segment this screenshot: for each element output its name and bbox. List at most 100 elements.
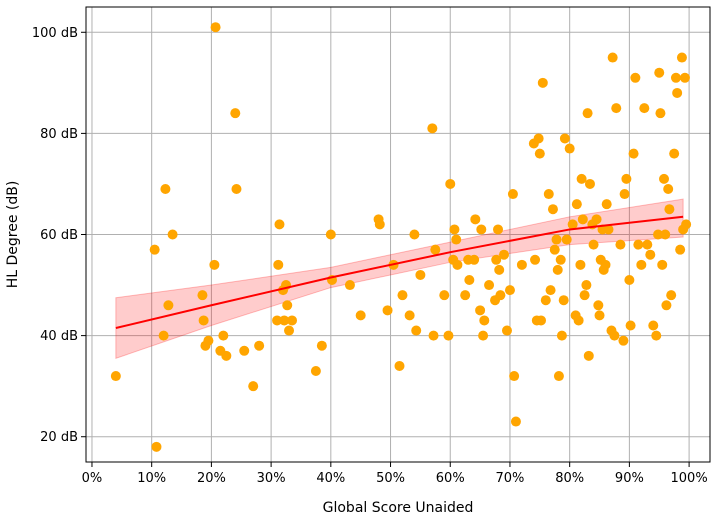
data-point	[567, 219, 578, 230]
data-point	[584, 178, 595, 189]
data-point	[579, 290, 590, 301]
x-tick-label: 100%	[671, 471, 708, 486]
data-point	[504, 285, 515, 296]
data-point	[657, 259, 668, 270]
data-point	[653, 229, 664, 240]
data-point	[460, 290, 471, 301]
y-axis-label: HL Degree (dB)	[5, 181, 21, 289]
data-point	[547, 204, 558, 215]
data-point	[445, 178, 456, 189]
regression-line-group	[115, 215, 684, 330]
data-point	[666, 290, 677, 301]
data-point	[491, 254, 502, 265]
data-point	[663, 184, 674, 194]
data-point	[470, 214, 481, 225]
y-axis-ticks: 20 dB 40 dB 60 dB 80 dB 100 dB	[32, 26, 86, 445]
data-point	[559, 133, 570, 144]
data-point	[163, 300, 174, 311]
data-point	[670, 72, 681, 83]
data-point	[382, 305, 393, 316]
data-point	[576, 173, 587, 184]
y-tick-label: 20 dB	[40, 430, 78, 445]
data-point	[158, 330, 169, 341]
y-tick-label: 80 dB	[40, 127, 78, 142]
data-point	[430, 244, 441, 255]
data-point	[464, 275, 475, 285]
x-tick-label: 0%	[82, 471, 103, 486]
data-point	[498, 249, 509, 260]
data-point	[581, 280, 592, 291]
x-axis-label: Global Score Unaided	[323, 500, 474, 516]
data-point	[624, 275, 635, 285]
data-point	[409, 229, 420, 240]
data-point	[540, 295, 551, 306]
data-point	[536, 315, 547, 326]
data-point	[478, 330, 489, 341]
data-point	[577, 214, 588, 225]
data-point	[427, 123, 438, 134]
data-point	[310, 366, 321, 376]
data-point	[594, 310, 605, 321]
data-point	[588, 239, 599, 250]
data-point	[549, 244, 560, 255]
data-point	[591, 214, 602, 225]
data-point	[231, 184, 242, 194]
data-point	[516, 259, 527, 270]
data-point	[230, 108, 241, 119]
data-point	[451, 234, 462, 245]
data-point	[316, 340, 327, 351]
data-point	[452, 259, 463, 270]
data-point	[493, 224, 504, 235]
data-point	[510, 416, 521, 427]
x-tick-label: 80%	[555, 471, 584, 486]
data-point	[537, 77, 548, 88]
y-tick-label: 40 dB	[40, 329, 78, 344]
data-point	[676, 52, 687, 63]
data-point	[209, 259, 220, 270]
data-point	[239, 345, 250, 356]
data-point	[479, 315, 490, 326]
data-point	[583, 350, 594, 361]
data-point	[556, 330, 567, 341]
data-point	[655, 108, 666, 119]
data-point	[167, 229, 178, 240]
data-point	[274, 219, 285, 230]
data-point	[615, 239, 626, 250]
data-point	[551, 234, 562, 245]
data-point	[553, 371, 564, 382]
data-points	[110, 22, 692, 452]
data-point	[639, 103, 650, 114]
confidence-band-group	[115, 198, 684, 360]
data-point	[672, 87, 683, 98]
data-point	[575, 259, 586, 270]
data-point	[681, 219, 692, 230]
x-tick-label: 50%	[376, 471, 405, 486]
data-point	[495, 290, 506, 301]
data-point	[287, 315, 298, 326]
data-point	[600, 259, 611, 270]
x-tick-label: 20%	[197, 471, 226, 486]
data-point	[273, 259, 284, 270]
data-point	[533, 133, 544, 144]
data-point	[110, 371, 121, 382]
data-point	[545, 285, 556, 296]
data-point	[660, 229, 671, 240]
data-point	[664, 204, 675, 215]
data-point	[654, 67, 665, 78]
data-point	[555, 254, 566, 265]
data-point	[355, 310, 366, 321]
data-point	[197, 290, 208, 301]
data-point	[530, 254, 541, 265]
data-point	[428, 330, 439, 341]
data-point	[198, 315, 209, 326]
data-point	[344, 280, 355, 291]
data-point	[573, 315, 584, 326]
data-point	[603, 224, 614, 235]
data-point	[475, 305, 486, 316]
data-point	[534, 148, 545, 159]
data-point	[282, 300, 293, 311]
data-point	[661, 300, 672, 311]
data-point	[404, 310, 415, 321]
data-point	[394, 360, 405, 371]
x-tick-label: 30%	[257, 471, 286, 486]
